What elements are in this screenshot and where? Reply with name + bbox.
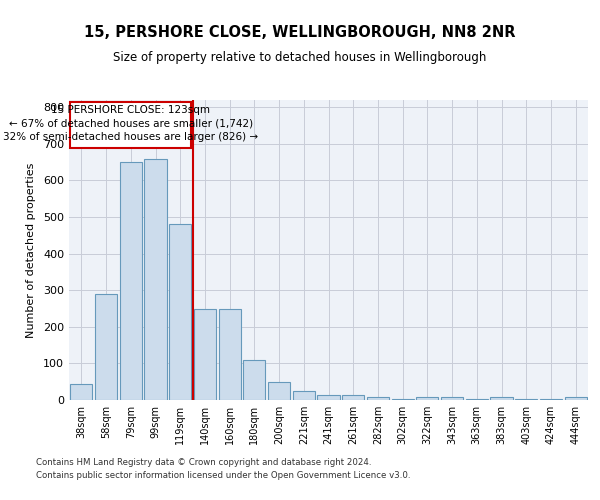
Text: Contains HM Land Registry data © Crown copyright and database right 2024.: Contains HM Land Registry data © Crown c… xyxy=(36,458,371,467)
Bar xyxy=(565,397,587,400)
Bar xyxy=(70,384,92,400)
Bar xyxy=(95,294,117,400)
Bar xyxy=(218,308,241,400)
Y-axis label: Number of detached properties: Number of detached properties xyxy=(26,162,36,338)
Bar xyxy=(490,397,512,400)
Text: Size of property relative to detached houses in Wellingborough: Size of property relative to detached ho… xyxy=(113,51,487,64)
Bar xyxy=(119,162,142,400)
Text: ← 67% of detached houses are smaller (1,742): ← 67% of detached houses are smaller (1,… xyxy=(9,118,253,128)
FancyBboxPatch shape xyxy=(70,102,191,148)
Bar xyxy=(194,308,216,400)
Text: 15, PERSHORE CLOSE, WELLINGBOROUGH, NN8 2NR: 15, PERSHORE CLOSE, WELLINGBOROUGH, NN8 … xyxy=(84,25,516,40)
Bar xyxy=(243,360,265,400)
Bar xyxy=(441,397,463,400)
Bar xyxy=(367,397,389,400)
Bar xyxy=(293,391,315,400)
Bar xyxy=(268,382,290,400)
Bar xyxy=(342,394,364,400)
Bar xyxy=(169,224,191,400)
Bar xyxy=(145,158,167,400)
Bar xyxy=(317,394,340,400)
Text: Contains public sector information licensed under the Open Government Licence v3: Contains public sector information licen… xyxy=(36,472,410,480)
Text: 15 PERSHORE CLOSE: 123sqm: 15 PERSHORE CLOSE: 123sqm xyxy=(51,105,210,115)
Text: 32% of semi-detached houses are larger (826) →: 32% of semi-detached houses are larger (… xyxy=(3,132,259,142)
Bar xyxy=(416,397,439,400)
